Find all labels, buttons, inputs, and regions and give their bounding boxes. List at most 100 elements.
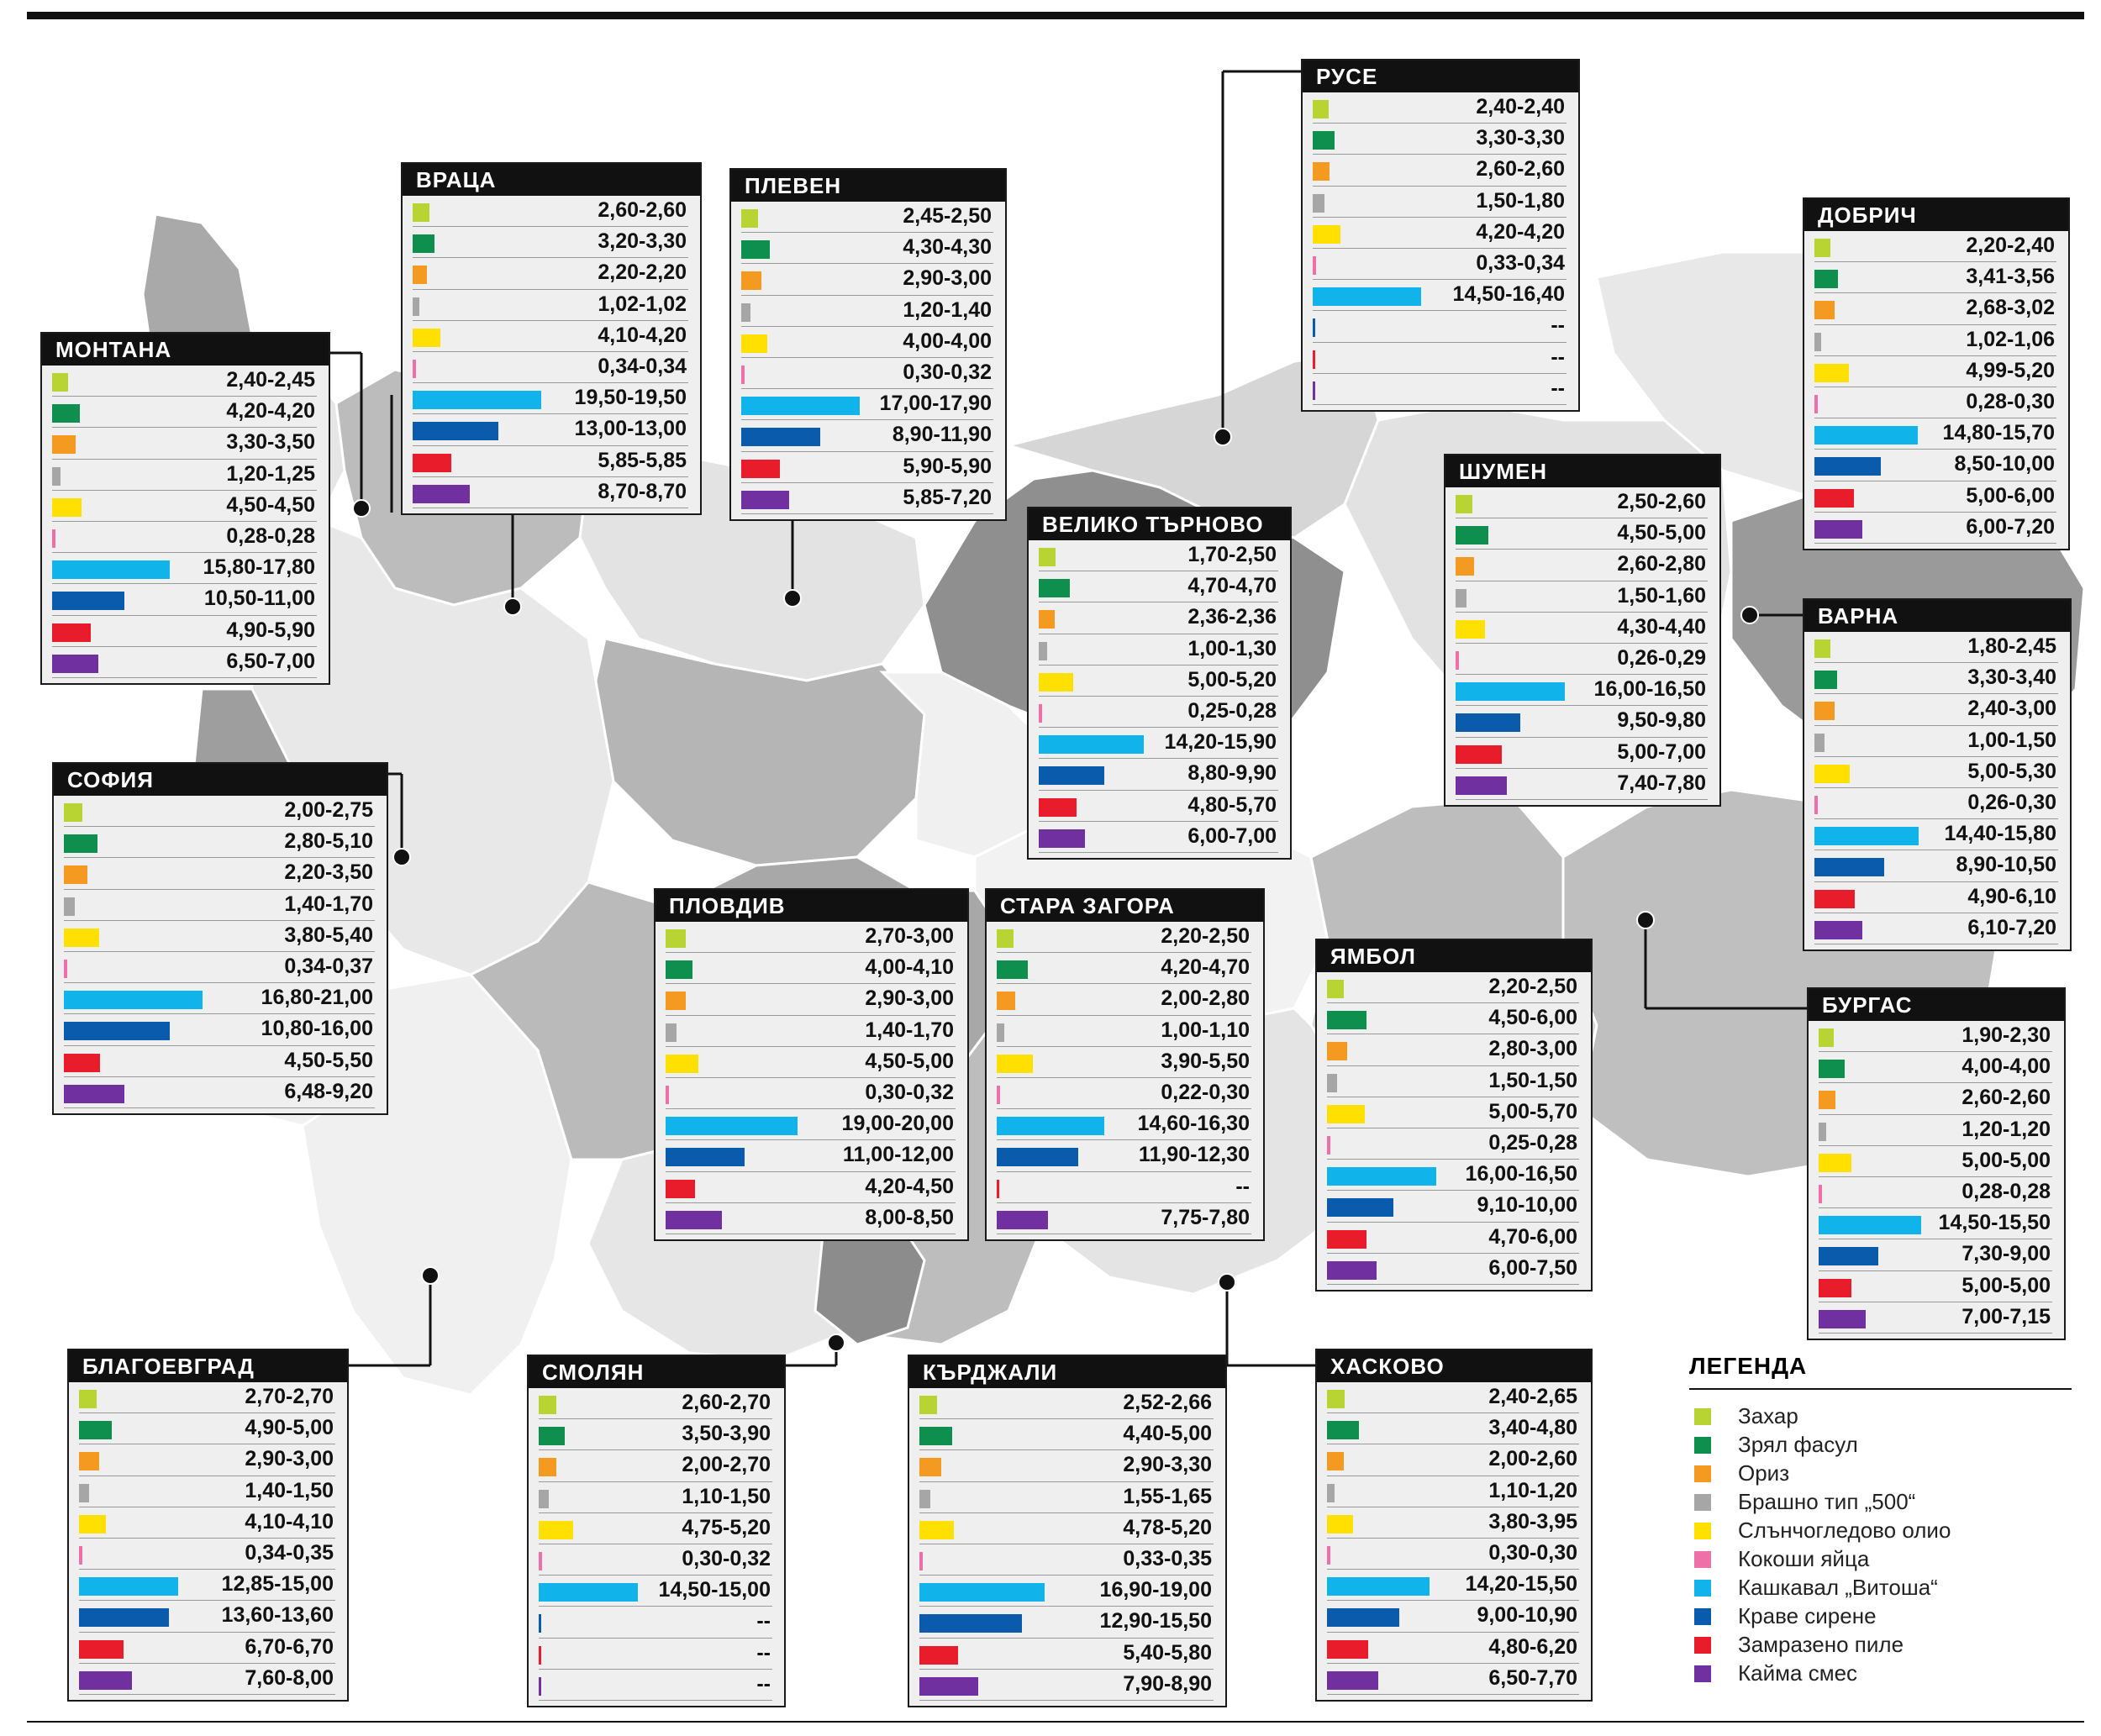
price-bar — [1327, 1042, 1347, 1061]
price-range: 11,00-12,00 — [842, 1143, 954, 1167]
price-bar — [997, 1148, 1078, 1167]
price-bar — [1456, 526, 1489, 545]
price-range: -- — [1551, 376, 1565, 400]
price-range: 4,40-5,00 — [1123, 1422, 1212, 1446]
price-row: 1,50-1,80 — [1313, 187, 1567, 218]
price-bar — [79, 1514, 107, 1533]
price-bar — [52, 529, 55, 548]
location-dot — [827, 1334, 845, 1352]
price-range: 3,40-4,80 — [1488, 1416, 1577, 1440]
price-range: 10,50-11,00 — [203, 587, 315, 611]
legend-label: Ориз — [1738, 1460, 1790, 1486]
price-range: 2,70-3,00 — [865, 924, 954, 948]
price-bar — [1456, 588, 1466, 608]
price-bar — [1814, 795, 1818, 814]
price-bar — [1327, 1577, 1430, 1597]
price-bar — [1327, 1670, 1378, 1690]
price-row: 4,75-5,20 — [539, 1513, 772, 1544]
price-range: 9,10-10,00 — [1477, 1193, 1577, 1218]
legend-item: Замразено пиле — [1689, 1630, 2072, 1659]
price-range: 14,50-15,50 — [1938, 1211, 2051, 1235]
price-range: 10,80-16,00 — [261, 1017, 373, 1041]
price-bar — [919, 1614, 1022, 1633]
price-range: 3,20-3,30 — [598, 229, 687, 254]
price-row: 1,50-1,50 — [1327, 1066, 1579, 1097]
price-range: 5,00-5,30 — [1967, 759, 2056, 783]
price-row: 14,50-15,00 — [539, 1576, 772, 1607]
legend-item: Захар — [1689, 1402, 2072, 1430]
price-bar — [1039, 735, 1144, 755]
price-bar — [997, 1054, 1034, 1073]
legend-item: Брашно тип „500“ — [1689, 1487, 2072, 1516]
price-range: 4,78-5,20 — [1123, 1515, 1212, 1539]
price-bar — [741, 209, 758, 228]
price-range: 8,80-9,90 — [1187, 761, 1277, 786]
price-row: 6,00-7,00 — [1039, 822, 1278, 853]
price-bar — [919, 1458, 941, 1477]
price-row: 2,36-2,36 — [1039, 602, 1278, 634]
price-bar — [79, 1670, 132, 1690]
price-row: -- — [539, 1639, 772, 1670]
price-range: 1,02-1,02 — [598, 292, 687, 316]
price-range: 7,60-8,00 — [245, 1665, 334, 1690]
price-row: 4,99-5,20 — [1814, 356, 2056, 387]
price-range: 4,00-4,10 — [865, 955, 954, 980]
price-row: 14,80-15,70 — [1814, 418, 2056, 450]
region-name: ШУМЕН — [1445, 455, 1719, 487]
price-row: 2,20-2,40 — [1814, 231, 2056, 263]
price-range: 2,45-2,50 — [903, 204, 992, 228]
price-range: 2,20-3,50 — [284, 860, 373, 885]
legend-item: Кокоши яйца — [1689, 1544, 2072, 1573]
price-bar — [539, 1551, 542, 1570]
price-bar — [1327, 980, 1344, 998]
price-range: 4,80-5,70 — [1187, 792, 1277, 817]
price-row: 7,90-8,90 — [919, 1670, 1214, 1701]
legend-label: Брашно тип „500“ — [1738, 1489, 1916, 1514]
price-range: 0,33-0,34 — [1476, 250, 1565, 275]
price-bar — [539, 1614, 541, 1633]
price-row: 2,70-3,00 — [666, 922, 956, 954]
price-row: 8,90-10,50 — [1814, 850, 2058, 882]
price-row: 1,10-1,50 — [539, 1482, 772, 1513]
price-range: 3,30-3,50 — [226, 430, 315, 455]
price-row: 19,50-19,50 — [413, 383, 688, 415]
price-range: 4,50-6,00 — [1488, 1006, 1577, 1030]
price-bar — [666, 1210, 722, 1229]
price-bar — [1814, 671, 1837, 690]
price-range: 4,10-4,10 — [245, 1509, 334, 1533]
price-row: 5,00-5,00 — [1819, 1146, 2052, 1177]
price-range: 0,34-0,37 — [284, 954, 373, 978]
price-row: 14,50-15,50 — [1819, 1208, 2052, 1240]
price-row: 16,00-16,50 — [1456, 675, 1708, 707]
price-bar — [666, 1148, 745, 1167]
price-range: 0,28-0,28 — [226, 523, 315, 548]
region-panel: ПЛОВДИВ 2,70-3,00 4,00-4,10 2,90-3,00 1,40-1… — [654, 888, 969, 1241]
price-row: 9,00-10,90 — [1327, 1601, 1579, 1633]
price-bar — [1819, 1278, 1852, 1297]
price-bar — [1313, 162, 1330, 181]
price-bar — [1456, 776, 1508, 795]
price-range: 14,20-15,90 — [1164, 730, 1277, 755]
price-bar — [1814, 702, 1835, 721]
price-bar — [1456, 495, 1473, 513]
price-range: 2,20-2,20 — [598, 260, 687, 285]
price-bar — [52, 497, 82, 517]
price-range: 2,90-3,00 — [903, 266, 992, 291]
price-range: 1,50-1,80 — [1476, 188, 1565, 213]
price-row: 3,30-3,40 — [1814, 663, 2058, 695]
price-row: 0,22-0,30 — [997, 1078, 1251, 1110]
price-range: 2,68-3,02 — [1966, 296, 2055, 320]
price-range: 14,40-15,80 — [1944, 822, 2056, 846]
price-range: 4,50-5,50 — [284, 1048, 373, 1072]
price-row: 7,30-9,00 — [1819, 1239, 2052, 1271]
price-range: 6,00-7,50 — [1488, 1255, 1577, 1280]
price-range: 3,90-5,50 — [1161, 1049, 1250, 1073]
price-row: 2,00-2,75 — [64, 796, 375, 828]
price-bar — [1039, 672, 1073, 692]
price-row: 1,20-1,20 — [1819, 1115, 2052, 1146]
price-bar — [1819, 1028, 1835, 1047]
price-range: 16,90-19,00 — [1099, 1578, 1212, 1602]
price-range: 1,02-1,06 — [1966, 327, 2055, 351]
price-row: 0,30-0,30 — [1327, 1539, 1579, 1570]
price-row: 4,30-4,40 — [1456, 613, 1708, 644]
